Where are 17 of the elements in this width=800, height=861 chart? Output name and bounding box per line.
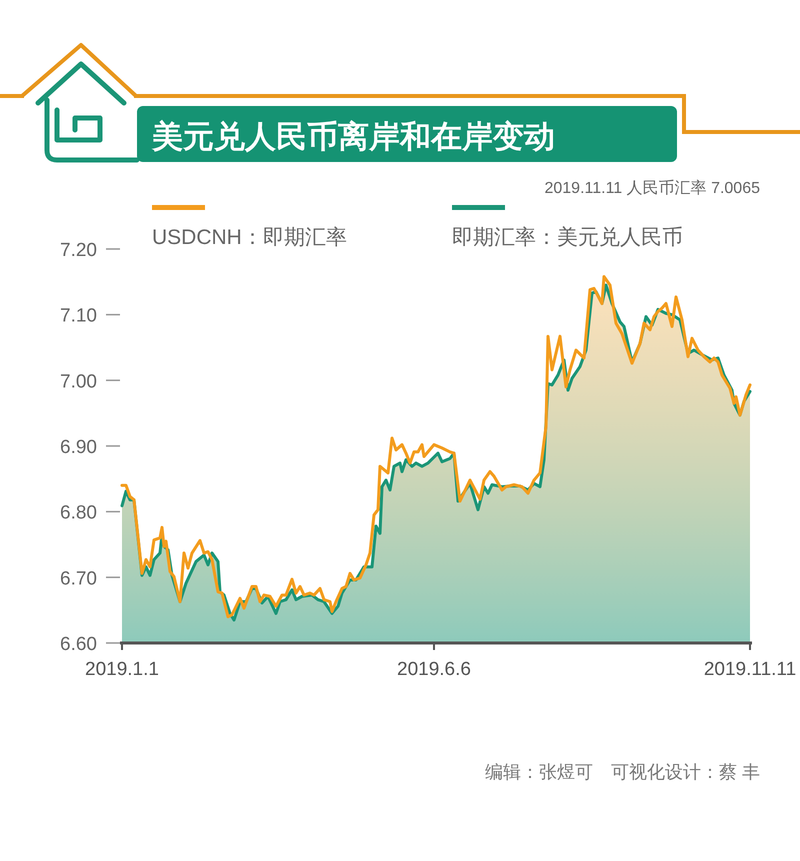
y-tick-label: 6.70 — [60, 568, 97, 590]
legend-label: 即期汇率：美元兑人民币 — [452, 226, 683, 249]
legend-item: 即期汇率：美元兑人民币 — [452, 205, 683, 249]
legend-label: USDCNH：即期汇率 — [152, 226, 347, 249]
y-tick-label: 6.80 — [60, 502, 97, 524]
y-tick-label: 7.10 — [60, 306, 97, 327]
text: 编辑：张煜可 可视化设计：蔡 丰 — [484, 762, 760, 782]
chart-title: 美元兑人民币离岸和在岸变动 — [151, 119, 555, 154]
x-tick-label: 2019.6.6 — [397, 659, 471, 680]
y-tick-label: 6.90 — [60, 437, 97, 458]
x-tick-label: 2019.1.1 — [85, 659, 159, 680]
y-tick-label: 7.00 — [60, 371, 97, 392]
y-tick-label: 7.20 — [60, 240, 97, 261]
y-tick-label: 6.60 — [60, 634, 97, 655]
text: 2019.11.11 人民币汇率 7.0065 — [544, 179, 760, 197]
x-tick-label: 2019.11.11 — [704, 659, 796, 680]
legend-item: USDCNH：即期汇率 — [152, 205, 347, 249]
